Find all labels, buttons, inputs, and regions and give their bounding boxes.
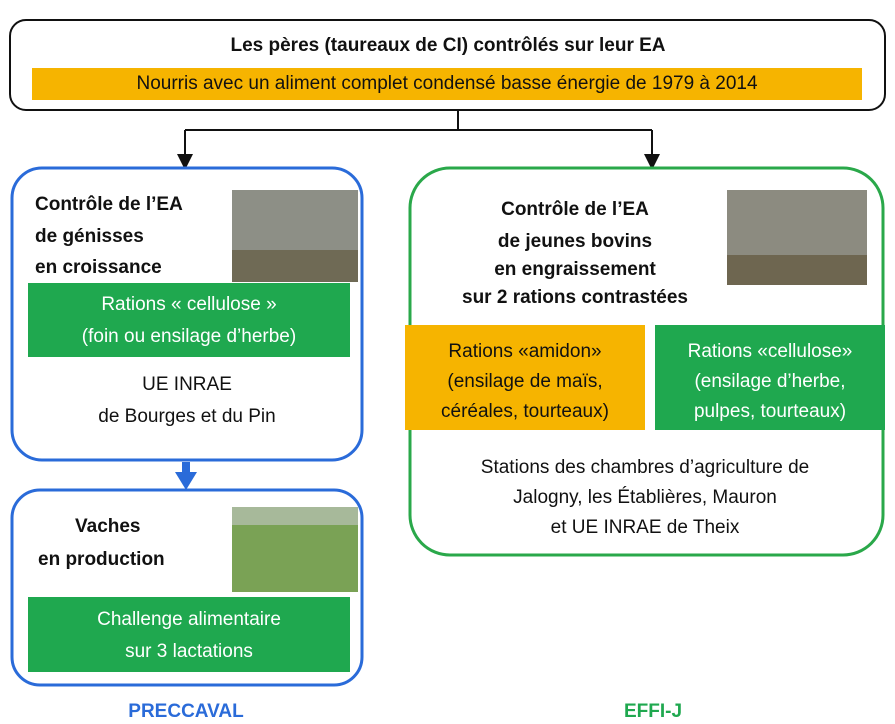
body: Les pères (taureaux de CI) contrôlés sur… (0, 0, 895, 724)
cellulose-text: (ensilage d’herbe, (694, 371, 845, 392)
blue-arrow-head (175, 472, 197, 490)
starch-text: céréales, tourteaux) (441, 401, 609, 422)
project-label: PRECCAVAL (128, 701, 244, 722)
photo-ground (232, 250, 358, 282)
site-text: UE INRAE (142, 374, 232, 395)
cows-title: Vaches (75, 516, 141, 537)
site-text: et UE INRAE de Theix (551, 517, 740, 538)
bulls-title: de jeunes bovins (498, 231, 652, 252)
site-text: de Bourges et du Pin (98, 406, 275, 427)
challenge-text: sur 3 lactations (125, 641, 253, 662)
top-subtitle: Nourris avec un aliment complet condensé… (136, 73, 757, 94)
starch-text: Rations «amidon» (448, 341, 601, 362)
site-text: Stations des chambres d’agriculture de (481, 457, 809, 478)
top-title: Les pères (taureaux de CI) contrôlés sur… (230, 35, 665, 56)
cellulose-text: pulpes, tourteaux) (694, 401, 846, 422)
challenge-text: Challenge alimentaire (97, 609, 281, 630)
bulls-title: sur 2 rations contrastées (462, 287, 688, 308)
heifers-title: Contrôle de l’EA (35, 194, 183, 215)
ration-text: (foin ou ensilage d’herbe) (82, 326, 296, 347)
project-label: EFFI-J (624, 701, 682, 722)
connector (185, 110, 652, 130)
cows-title: en production (38, 549, 165, 570)
site-text: Jalogny, les Établières, Mauron (513, 487, 777, 508)
heifers-title: en croissance (35, 257, 162, 278)
cellulose-text: Rations «cellulose» (688, 341, 853, 362)
heifers-title: de génisses (35, 226, 144, 247)
bulls-title: en engraissement (494, 259, 656, 280)
starch-text: (ensilage de maïs, (447, 371, 602, 392)
page: {"header": {"title": "Les pères (taureau… (0, 0, 895, 724)
photo-sky (232, 507, 358, 525)
bulls-title: Contrôle de l’EA (501, 199, 649, 220)
photo-ground (727, 255, 867, 285)
diagram: Les pères (taureaux de CI) contrôlés sur… (0, 0, 895, 724)
ration-text: Rations « cellulose » (101, 294, 276, 315)
